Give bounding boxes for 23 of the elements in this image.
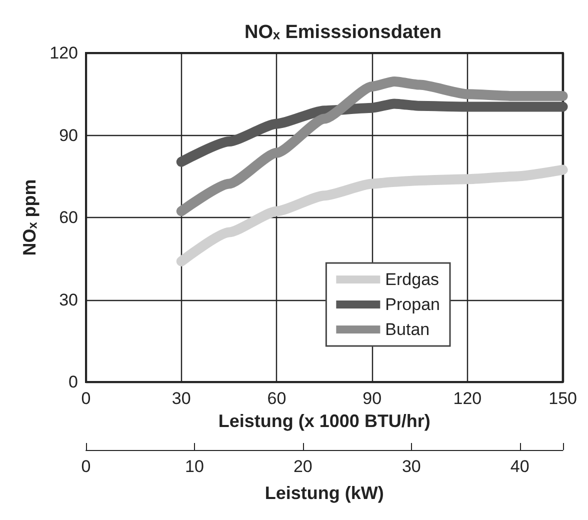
x-tick-label: 60 [267,389,286,408]
x2-tick-label: 30 [402,457,421,476]
x-tick-label: 150 [548,389,578,408]
y-tick-label: 120 [50,44,78,62]
y-tick-label: 30 [59,290,78,310]
x2-tick-label: 20 [293,457,312,476]
x-axis-title: Leistung (x 1000 BTU/hr) [218,411,430,431]
legend-label: Erdgas [385,270,440,289]
y-axis-title: NOₓ ppm [20,179,40,256]
x-tick-label: 30 [172,389,191,408]
x2-axis-title: Leistung (kW) [264,483,384,503]
y-tick-label: 60 [59,208,78,227]
x-tick-label: 0 [81,389,91,408]
legend-label: Butan [385,320,430,339]
x-tick-label: 90 [362,389,382,408]
y-tick-label: 0 [68,372,78,392]
x-tick-label: 120 [453,389,482,408]
x2-tick-label: 10 [185,457,204,476]
chart-title: NOₓ Emisssionsdaten [244,22,442,43]
x2-tick-label: 0 [81,457,91,476]
legend-label: Propan [385,295,440,314]
x2-tick-label: 40 [510,457,530,476]
y-tick-label: 90 [59,126,78,145]
